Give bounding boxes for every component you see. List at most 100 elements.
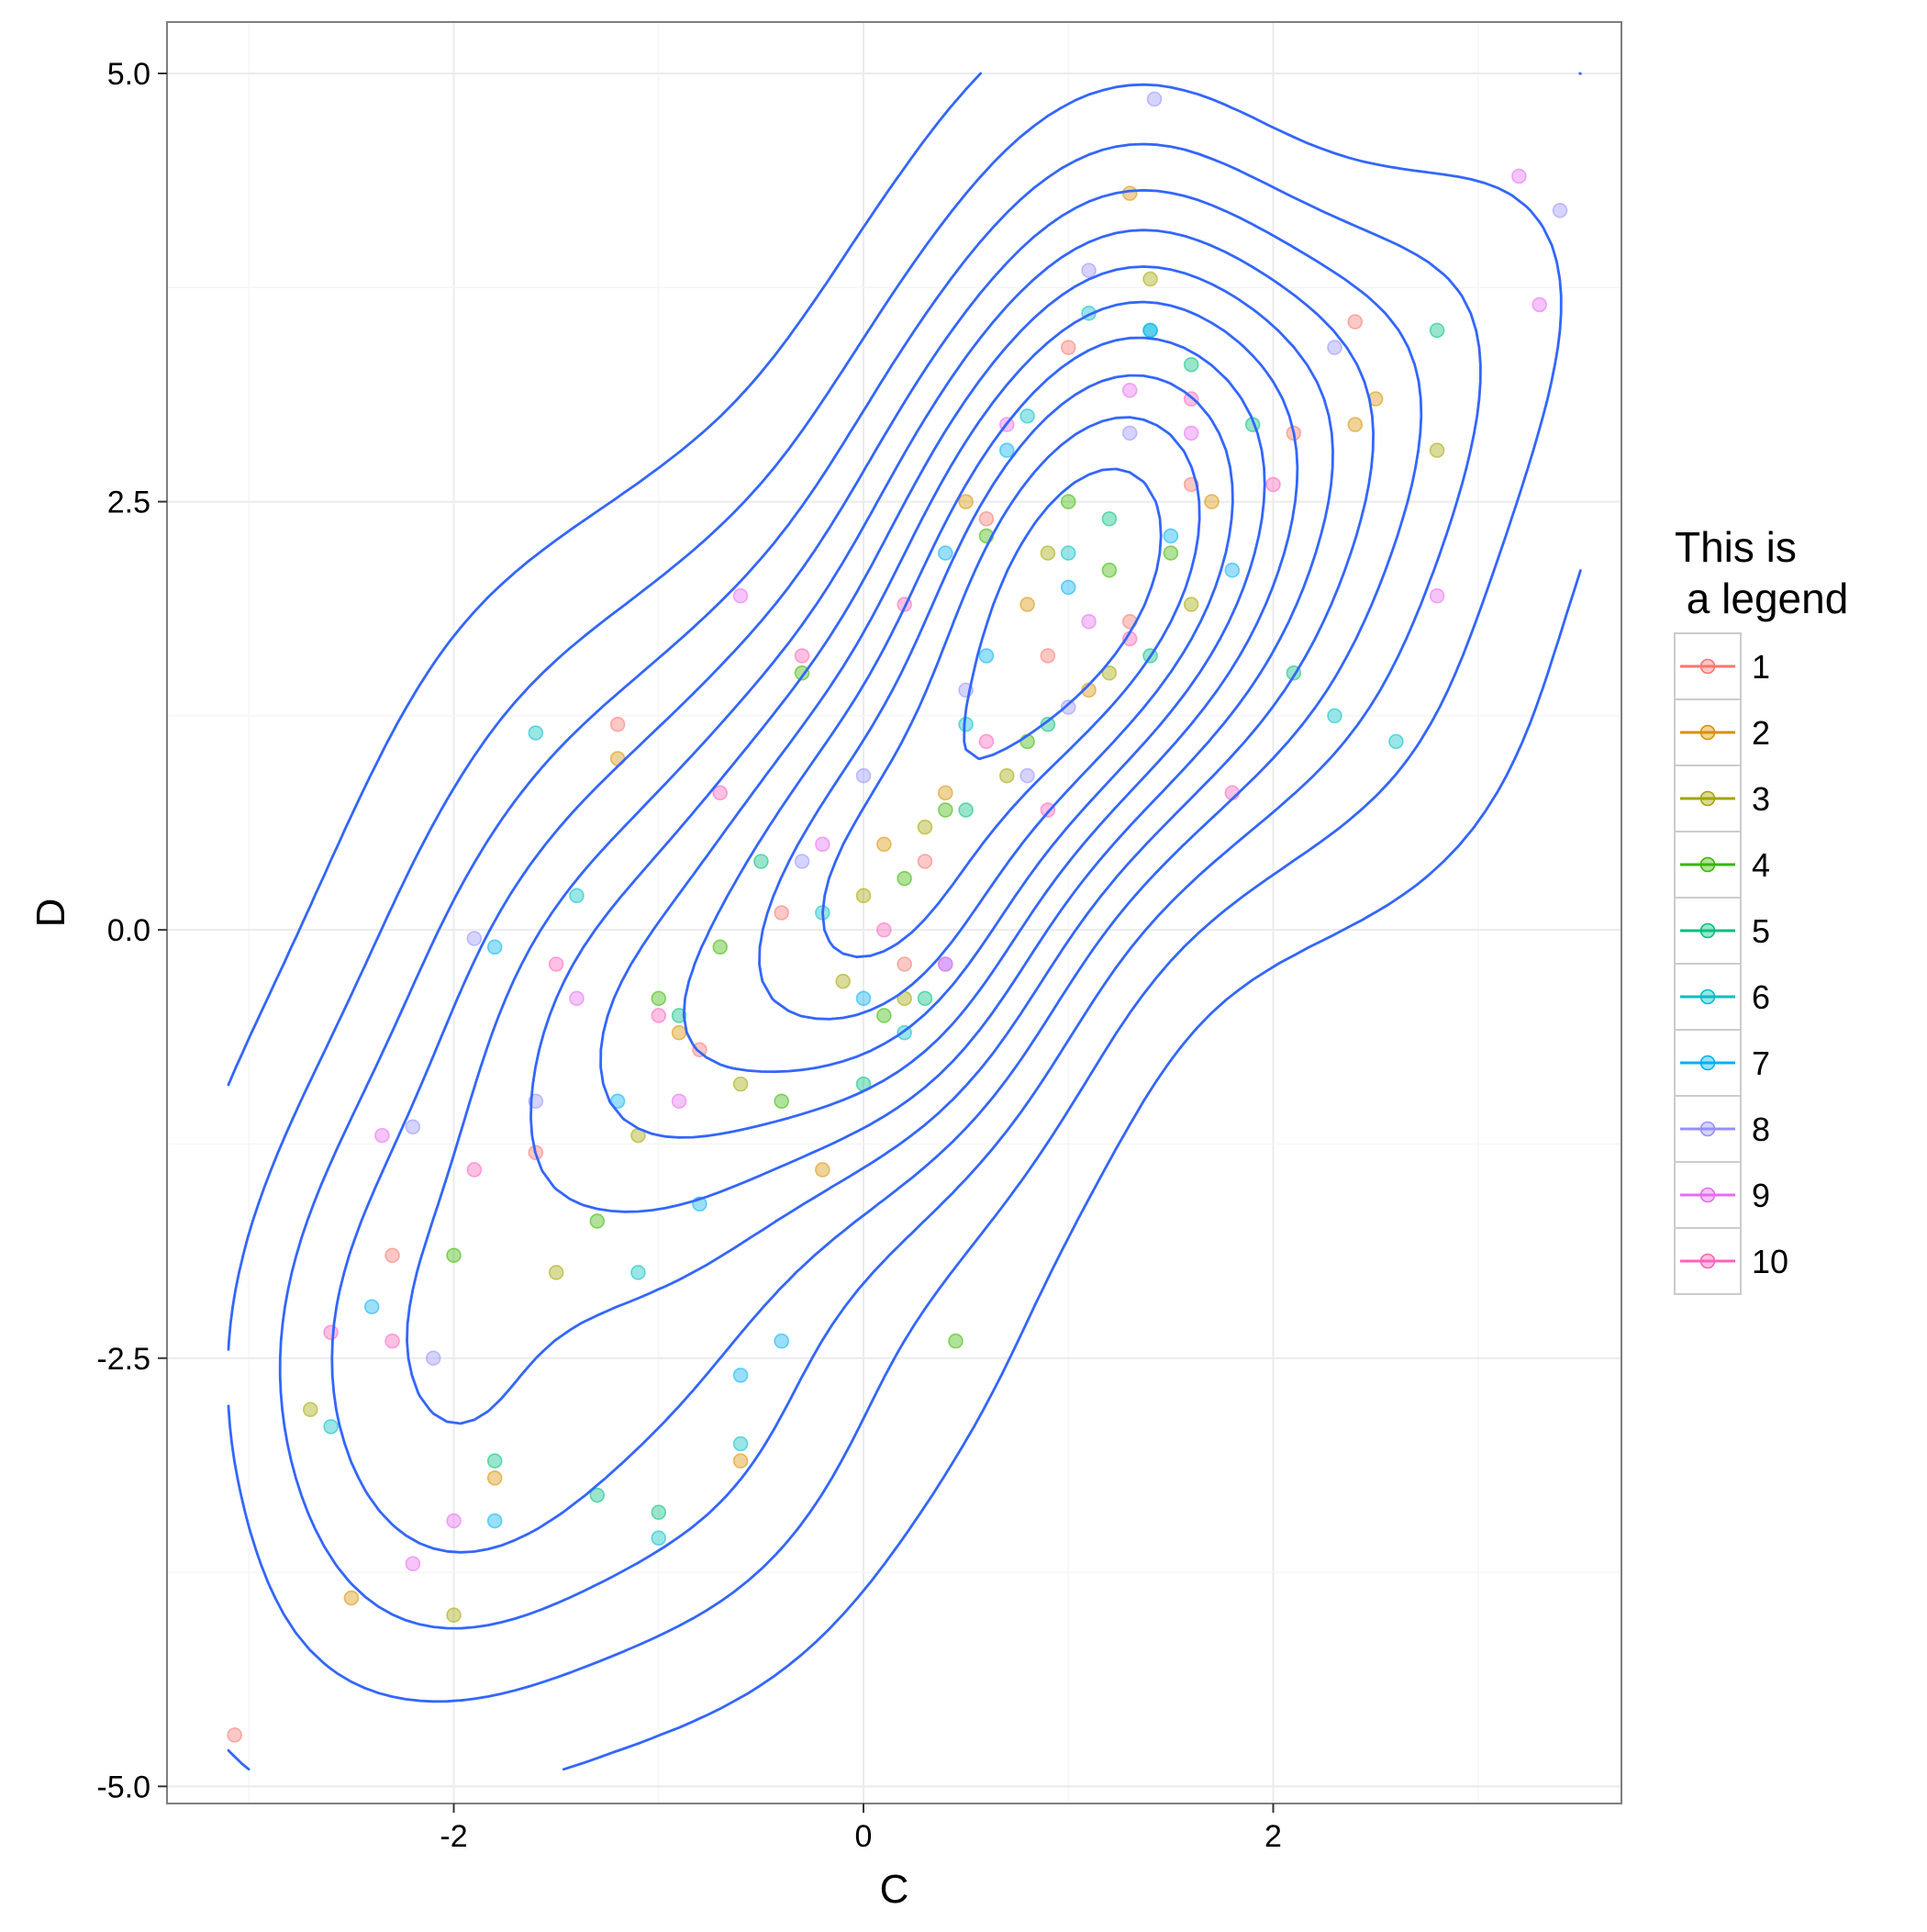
density-contour (599, 300, 1299, 1139)
scatter-point-series-4 (948, 1333, 964, 1349)
scatter-point-series-2 (1347, 417, 1364, 432)
scatter-point-series-1 (1347, 314, 1364, 329)
density-contour (963, 467, 1163, 761)
legend-label-7: 7 (1752, 1044, 1770, 1082)
scatter-point-series-3 (855, 888, 872, 904)
scatter-point-series-7 (998, 442, 1015, 458)
scatter-point-series-2 (958, 494, 974, 509)
scatter-point-series-7 (363, 1299, 380, 1315)
scatter-point-series-6 (732, 1435, 749, 1452)
legend-key-point (1699, 1253, 1716, 1269)
scatter-point-series-5 (651, 1504, 667, 1521)
scatter-point-series-9 (405, 1556, 421, 1572)
scatter-point-series-6 (528, 725, 544, 741)
scatter-point-series-4 (938, 802, 953, 818)
scatter-point-series-6 (630, 1265, 646, 1280)
scatter-point-series-10 (1265, 476, 1281, 493)
scatter-point-series-3 (1183, 597, 1199, 612)
scatter-point-series-8 (425, 1350, 441, 1367)
scatter-point-series-10 (794, 648, 810, 664)
scatter-point-series-8 (1146, 91, 1163, 107)
scatter-point-series-8 (794, 854, 810, 869)
scatter-point-series-9 (1429, 587, 1445, 604)
x-axis-title: C (880, 1867, 909, 1912)
scatter-point-series-8 (405, 1119, 421, 1135)
scatter-point-series-2 (938, 785, 953, 801)
scatter-point-series-7 (1163, 528, 1179, 544)
plot-border (166, 21, 1622, 1804)
scatter-point-series-9 (1532, 296, 1548, 313)
scatter-point-series-10 (548, 956, 564, 972)
legend: This is a legend 1 2 3 4 5 6 7 8 9 10 (1674, 523, 1848, 1295)
x-tick-label: -2 (440, 1819, 467, 1854)
scatter-point-series-4 (794, 664, 810, 681)
scatter-point-series-5 (589, 1487, 606, 1503)
scatter-point-series-2 (1019, 597, 1035, 612)
scatter-point-series-5 (917, 990, 933, 1007)
scatter-point-series-3 (732, 1076, 749, 1092)
scatter-point-series-1 (774, 905, 790, 921)
scatter-point-series-2 (1121, 185, 1138, 201)
legend-title-line-1: This is (1675, 523, 1797, 571)
scatter-point-series-2 (671, 1024, 687, 1041)
scatter-point-series-2 (343, 1590, 360, 1606)
grid-layer (167, 22, 1621, 1804)
scatter-point-series-7 (938, 545, 953, 561)
legend-label-9: 9 (1752, 1177, 1770, 1214)
scatter-point-series-6 (1388, 733, 1404, 750)
scatter-point-series-5 (958, 802, 974, 818)
scatter-point-series-9 (1081, 613, 1097, 630)
scatter-point-series-9 (1183, 425, 1199, 441)
x-tick-label: 0 (855, 1819, 873, 1854)
scatter-point-series-6 (323, 1419, 339, 1435)
scatter-point-series-4 (1101, 562, 1118, 578)
scatter-point-series-5 (1040, 716, 1056, 732)
scatter-point-series-5 (486, 1453, 503, 1469)
scatter-point-series-7 (1142, 322, 1158, 339)
scatter-point-series-7 (486, 1513, 503, 1529)
scatter-point-series-7 (732, 1368, 749, 1383)
y-axis-title: D (28, 899, 73, 928)
scatter-point-series-8 (855, 767, 872, 784)
density-contour (529, 265, 1334, 1213)
scatter-point-series-7 (1060, 579, 1076, 596)
scatter-point-series-9 (671, 1093, 687, 1110)
density-contour (758, 374, 1234, 1021)
scatter-point-series-1 (384, 1247, 400, 1264)
scatter-point-series-7 (978, 648, 995, 664)
scatter-point-series-3 (998, 767, 1015, 784)
scatter-point-series-2 (732, 1453, 749, 1469)
legend-label-3: 3 (1752, 780, 1770, 818)
legend-key-point (1699, 1055, 1716, 1071)
points-layer (227, 91, 1568, 1743)
scatter-point-series-4 (1060, 494, 1076, 509)
legend-label-1: 1 (1752, 648, 1770, 686)
scatter-point-series-4 (712, 939, 729, 955)
scatter-point-series-9 (446, 1513, 462, 1529)
scatter-point-series-3 (548, 1265, 564, 1280)
scatter-point-series-10 (651, 1008, 667, 1023)
y-tick-label: 5.0 (107, 57, 150, 92)
density-contour (406, 229, 1375, 1425)
scatter-point-series-4 (589, 1213, 606, 1229)
axis-layer: -2 0 2 -5.0 -2.5 0.0 2.5 5.0 (96, 57, 1282, 1854)
scatter-point-series-10 (323, 1324, 339, 1341)
legend-key-point (1699, 790, 1716, 807)
scatter-point-series-6 (651, 1530, 667, 1547)
scatter-point-series-2 (876, 836, 892, 853)
scatter-point-series-1 (978, 510, 995, 527)
scatter-point-series-3 (1040, 545, 1056, 561)
legend-label-10: 10 (1752, 1243, 1788, 1280)
scatter-point-series-3 (446, 1607, 462, 1624)
scatter-point-series-9 (569, 990, 585, 1007)
scatter-point-series-9 (938, 956, 953, 972)
legend-key-point (1699, 988, 1716, 1005)
density-contour (227, 83, 1563, 1703)
scatter-point-series-8 (1081, 262, 1097, 278)
legend-key-point (1699, 1121, 1716, 1137)
scatter-point-series-2 (486, 1470, 503, 1486)
scatter-point-series-9 (732, 587, 749, 604)
scatter-point-series-6 (569, 888, 585, 904)
